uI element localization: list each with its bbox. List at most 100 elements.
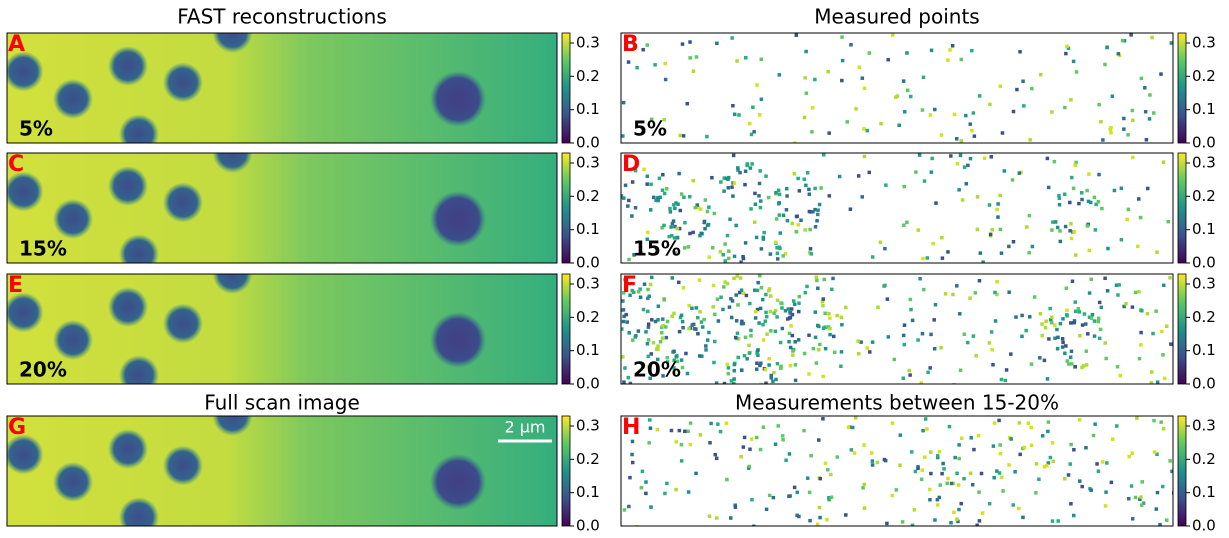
spot xyxy=(108,46,148,86)
measured-point xyxy=(820,299,825,304)
measured-point xyxy=(777,73,782,77)
measured-point xyxy=(752,288,757,292)
measured-point xyxy=(646,287,650,292)
measured-point xyxy=(699,320,704,324)
measured-point xyxy=(768,294,773,298)
measured-point xyxy=(879,121,883,126)
measured-point xyxy=(970,483,975,487)
measured-point xyxy=(628,475,632,480)
measured-point xyxy=(846,425,851,430)
measured-point xyxy=(1096,316,1101,321)
measured-point xyxy=(660,330,664,335)
percent-label: 5% xyxy=(19,117,53,141)
measured-point xyxy=(705,338,710,342)
measured-point xyxy=(1063,224,1068,229)
spot xyxy=(108,166,148,206)
measured-point xyxy=(731,381,736,384)
measured-point xyxy=(1028,138,1032,142)
measured-point xyxy=(1072,320,1076,325)
measured-point xyxy=(749,334,753,338)
measured-point xyxy=(757,194,761,198)
measured-point xyxy=(686,245,691,249)
measured-point xyxy=(1103,504,1108,508)
measured-point xyxy=(1050,110,1054,114)
measured-point xyxy=(791,349,795,353)
measured-point xyxy=(655,196,660,200)
measured-point xyxy=(1141,501,1146,505)
measured-point xyxy=(621,319,626,324)
measured-point xyxy=(718,250,723,254)
measured-point xyxy=(1168,459,1172,463)
measured-point xyxy=(777,213,782,217)
measured-point xyxy=(655,427,660,432)
measured-point xyxy=(1068,355,1073,359)
measured-point xyxy=(682,246,687,250)
measured-point xyxy=(630,439,635,444)
measured-point xyxy=(1101,138,1105,142)
measured-point xyxy=(815,218,819,223)
measured-point xyxy=(1002,169,1007,173)
measured-point xyxy=(722,285,726,289)
measured-point xyxy=(680,319,685,324)
measured-point xyxy=(775,315,779,319)
measured-point xyxy=(1084,322,1088,326)
measured-point xyxy=(1053,323,1057,327)
measured-point xyxy=(923,455,927,459)
measured-point xyxy=(724,421,729,425)
measured-point xyxy=(641,47,645,52)
measured-point xyxy=(1055,347,1060,351)
measured-point xyxy=(664,325,668,329)
measured-point xyxy=(674,354,679,359)
spot xyxy=(430,454,486,510)
spot xyxy=(119,355,159,384)
measured-point xyxy=(804,91,809,95)
measured-point xyxy=(989,330,994,334)
measured-point xyxy=(1069,442,1073,447)
measured-point xyxy=(729,315,734,320)
measured-point xyxy=(727,249,731,253)
measured-point xyxy=(781,437,785,442)
measured-point xyxy=(1040,333,1044,338)
measured-point xyxy=(1007,244,1011,249)
measured-point xyxy=(783,309,788,313)
measured-point xyxy=(775,251,780,256)
measured-point xyxy=(729,297,733,301)
spot xyxy=(53,462,93,502)
measured-point xyxy=(707,330,711,335)
measured-point xyxy=(814,275,819,280)
measured-point xyxy=(765,332,769,336)
spot xyxy=(53,199,93,239)
measured-point xyxy=(754,235,759,240)
measured-point xyxy=(1161,353,1165,357)
measured-point xyxy=(979,471,984,476)
measured-point xyxy=(775,298,780,303)
measured-point xyxy=(809,453,813,458)
measured-point xyxy=(760,297,765,302)
measured-point xyxy=(654,198,658,203)
measured-point xyxy=(902,223,906,227)
measured-point xyxy=(698,310,702,314)
measured-point xyxy=(1089,316,1094,320)
measured-point xyxy=(805,284,809,289)
spot xyxy=(119,114,159,143)
measured-point xyxy=(681,325,685,330)
measured-point xyxy=(688,421,693,425)
measured-point xyxy=(790,312,795,317)
measured-point xyxy=(660,225,664,230)
measured-point xyxy=(1072,230,1076,234)
measured-point xyxy=(1115,424,1119,428)
measured-point xyxy=(731,103,735,108)
measured-point xyxy=(725,281,730,286)
measured-point xyxy=(1096,199,1101,204)
measured-point xyxy=(1169,41,1173,45)
measured-point xyxy=(741,254,745,259)
measured-point xyxy=(767,363,771,367)
measured-point xyxy=(1087,172,1091,176)
measured-point xyxy=(1122,304,1126,309)
measured-point xyxy=(732,362,737,367)
measured-point xyxy=(740,319,744,324)
measured-point xyxy=(639,485,644,490)
measured-point xyxy=(1017,506,1021,511)
measured-point xyxy=(753,316,758,320)
measured-point xyxy=(1149,380,1154,384)
